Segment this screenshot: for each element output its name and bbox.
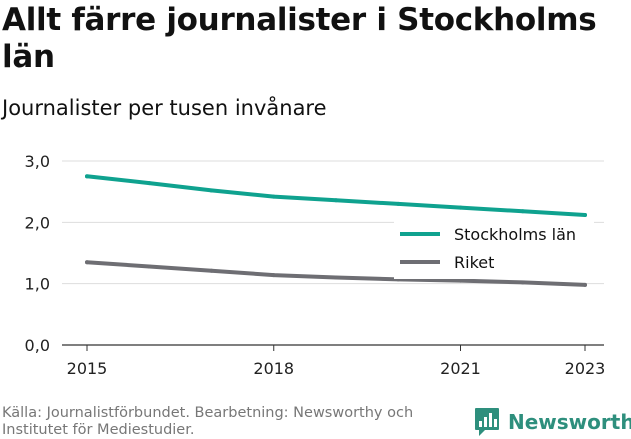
x-tick-label: 2018 [253,359,294,378]
data-point [85,260,89,265]
newsworthy-logo-icon [475,408,499,436]
data-point [458,278,463,283]
chart-title: Allt färre journalister i Stockholms län [2,2,597,75]
y-tick-label: 2,0 [25,213,50,232]
data-point [458,205,463,210]
data-point [85,174,89,179]
data-point [147,264,152,269]
data-point [520,280,525,285]
y-tick-label: 3,0 [25,152,50,171]
line-chart: 0,0 1,0 2,0 3,0 2015 2018 2021 2023 Stockholms l… [25,152,606,378]
data-point [583,212,587,217]
source-note: Källa: Journalistförbundet. Bearbetning:… [2,405,414,438]
legend-label: Stockholms län [454,225,576,244]
brand-logo[interactable]: Newsworthy [474,405,631,439]
y-tick-label: 1,0 [25,275,50,294]
y-tick-label: 0,0 [25,336,50,355]
data-point [396,201,401,206]
data-point [520,209,525,214]
data-point [209,268,214,273]
series-line [85,174,587,217]
brand-name: Newsworthy [508,410,631,434]
chart-subtitle: Journalister per tusen invånare [2,96,327,120]
data-point [334,275,338,280]
legend-label: Riket [454,253,494,272]
data-point [271,194,276,199]
data-point [147,181,152,186]
data-point [209,188,214,193]
data-point [334,198,338,203]
x-tick-label: 2023 [565,359,606,378]
data-point [271,273,276,278]
x-tick-label: 2021 [440,359,481,378]
legend-box [394,219,594,279]
data-point [583,282,587,287]
x-tick-label: 2015 [67,359,108,378]
